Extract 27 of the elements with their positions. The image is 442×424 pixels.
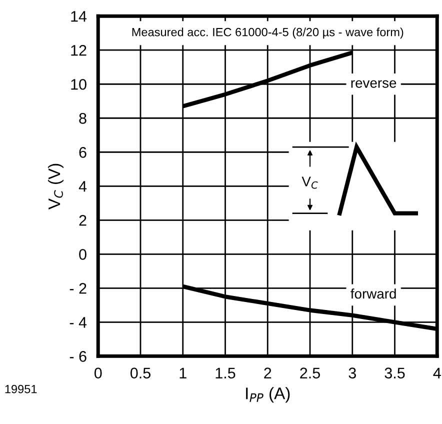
text: 19951 [5,384,37,394]
x-tick-label: 4 [433,368,441,378]
x-tick-label: 3.5 [384,368,405,378]
y-tick-label: 0 [79,249,86,260]
x-tick-label: 3 [348,368,356,378]
y-axis-title: V$_{C}$ (V) [48,164,64,210]
y-tick-label: - 4 [70,317,87,328]
y-tick-label: 6 [79,147,86,158]
x-tick-label: 2 [264,368,272,378]
y-tick-label: 4 [78,181,87,192]
y-tick-label: - 2 [70,283,86,294]
x-tick-label: 2.5 [300,368,320,378]
series-label: reverse [351,80,396,88]
x-axis-title: I$_{PP}$ (A) [246,387,290,403]
y-tick-label: 12 [71,44,86,56]
annotation: Measured acc. IEC 61000-4-5 (8/20 µs - wave form) [132,28,404,39]
x-tick-label: 0 [94,368,102,378]
x-tick-label: 1 [180,368,186,378]
y-tick-label: 14 [71,11,87,22]
annotation: V$_{C}$ [302,176,318,189]
series-label: forward [350,288,396,299]
y-tick-label: 10 [71,78,86,90]
x-tick-label: 1.5 [216,368,236,378]
x-tick-label: 0.5 [130,368,150,378]
y-tick-label: 8 [79,112,86,124]
y-tick-label: - 6 [70,351,86,362]
y-tick-label: 2 [79,215,86,226]
